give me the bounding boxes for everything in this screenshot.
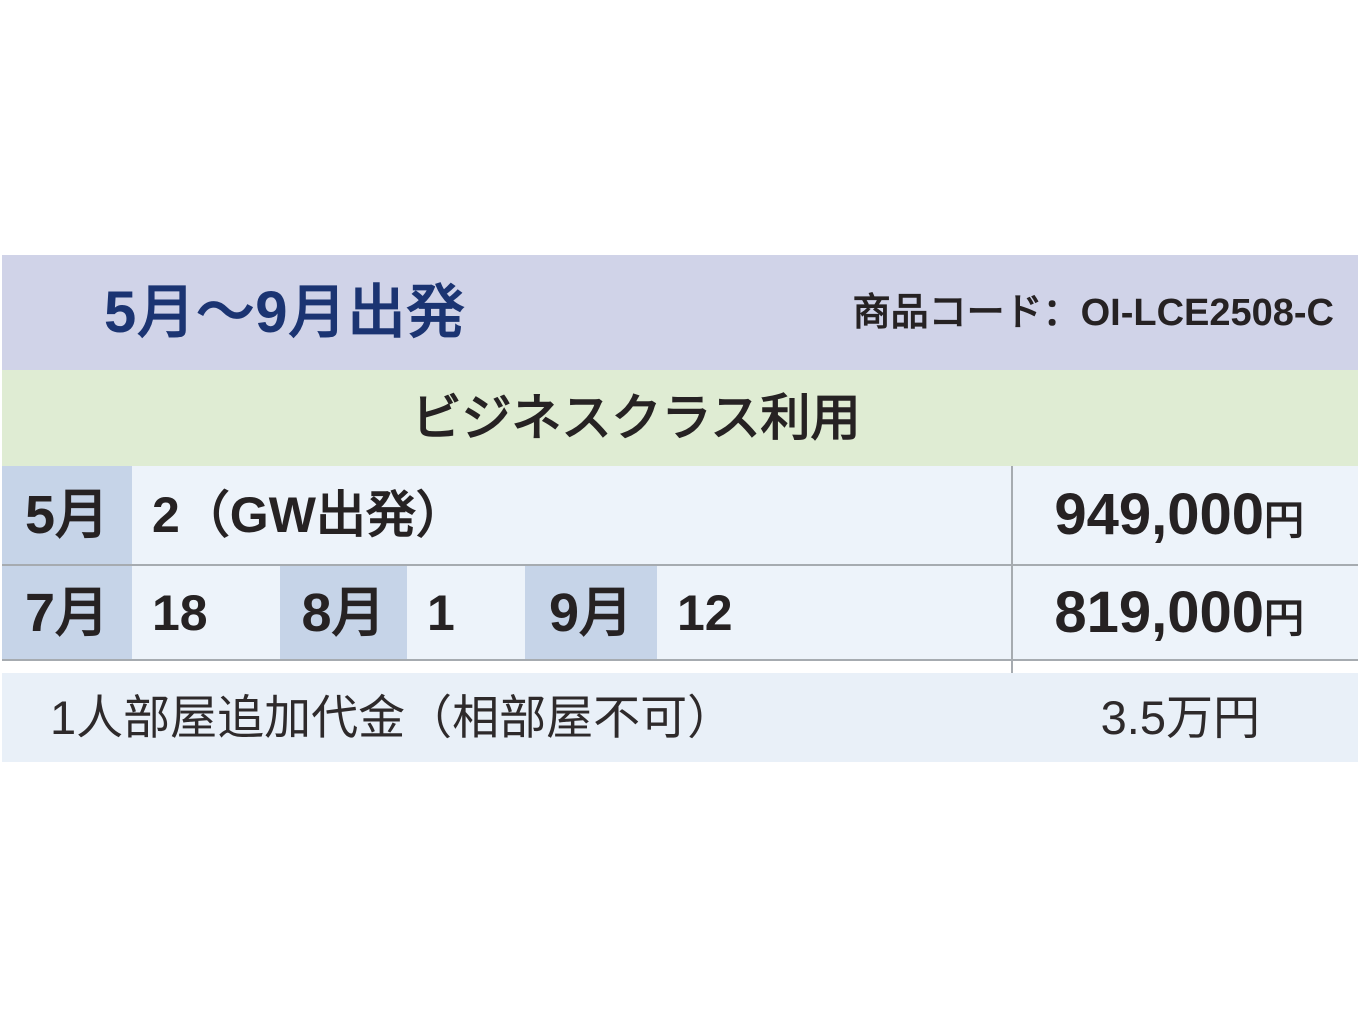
- departure-dates-september: 12: [677, 584, 733, 641]
- price-amount: 819,000: [1054, 579, 1264, 645]
- month-cell-august: 8月: [280, 566, 407, 659]
- price-row-jul-sep: 7月 18 8月 1 9月 12 819,000 円: [2, 566, 1358, 661]
- price-amount: 949,000: [1054, 482, 1264, 547]
- departure-dates-july: 18: [152, 584, 208, 641]
- cabin-class-row: ビジネスクラス利用: [2, 370, 1358, 466]
- departure-dates-may: 2（GW出発）: [152, 487, 466, 543]
- month-cell-may: 5月: [2, 466, 132, 564]
- price-row-may: 5月 2（GW出発） 949,000 円: [2, 466, 1358, 566]
- month-cell-july: 7月: [2, 566, 132, 659]
- cabin-class-label: ビジネスクラス利用: [411, 390, 861, 446]
- product-code: 商品コード：OI-LCE2508-C: [852, 291, 1334, 334]
- table-header-row: 5月～9月出発 商品コード：OI-LCE2508-C: [2, 255, 1358, 370]
- single-room-row: 1人部屋追加代金（相部屋不可） 3.5万円: [2, 673, 1358, 762]
- grid-line-remnant: [1011, 659, 1013, 673]
- departure-period-title: 5月～9月出発: [104, 279, 466, 345]
- price-may: 949,000 円: [1054, 486, 1304, 544]
- price-currency-unit: 円: [1264, 596, 1304, 641]
- month-cell-september: 9月: [525, 566, 657, 659]
- pricing-table: 5月～9月出発 商品コード：OI-LCE2508-C ビジネスクラス利用 5月 …: [2, 255, 1358, 762]
- departure-dates-august: 1: [427, 584, 455, 641]
- price-cell-jul-sep: 819,000 円: [1011, 566, 1358, 659]
- single-room-label: 1人部屋追加代金（相部屋不可）: [50, 691, 735, 744]
- price-currency-unit: 円: [1264, 499, 1304, 543]
- price-cell-may: 949,000 円: [1011, 466, 1358, 564]
- price-jul-sep: 819,000 円: [1054, 579, 1304, 645]
- single-room-price: 3.5万円: [1100, 691, 1260, 744]
